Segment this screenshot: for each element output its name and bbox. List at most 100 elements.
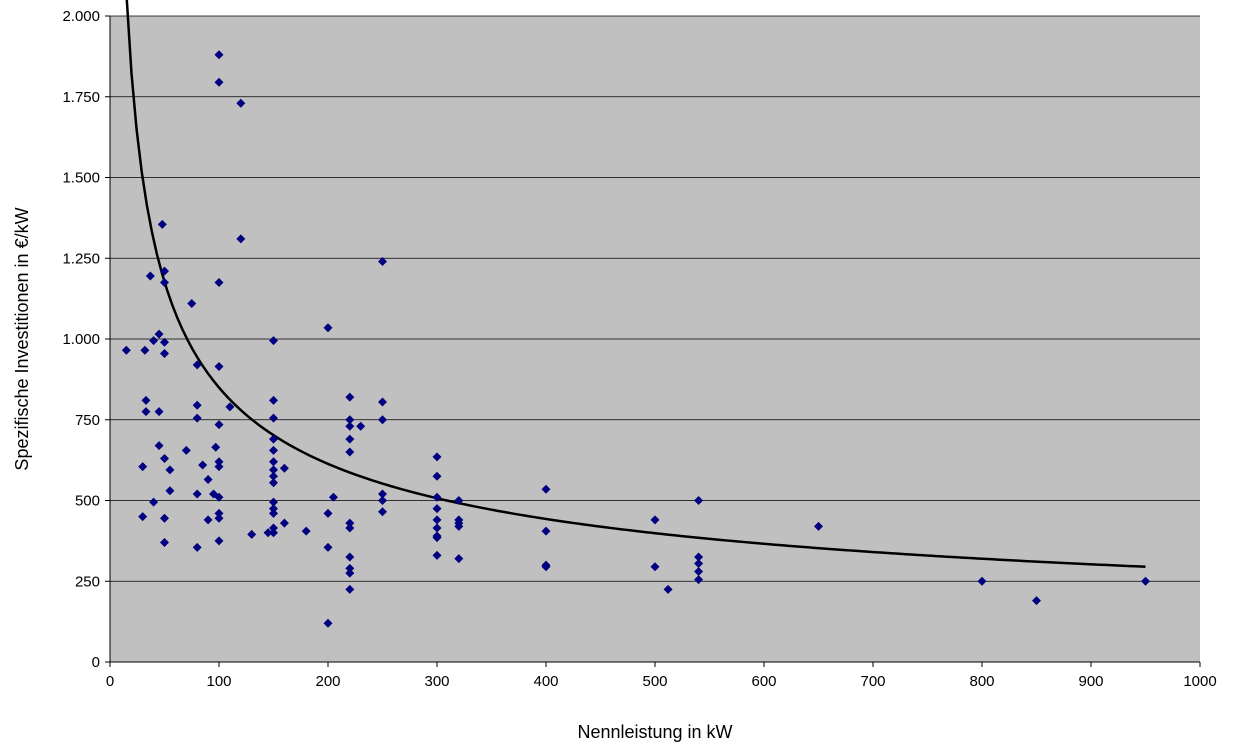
data-point xyxy=(269,523,278,533)
data-point xyxy=(328,492,338,502)
data-point xyxy=(141,395,151,405)
data-point xyxy=(1032,596,1041,606)
y-axis-title: Spezifische Investitionen in €/kW xyxy=(12,207,32,470)
data-point xyxy=(378,489,387,499)
data-point xyxy=(454,496,464,505)
data-point xyxy=(269,445,278,455)
data-point xyxy=(203,475,213,485)
data-point xyxy=(160,277,169,287)
data-point xyxy=(269,508,278,518)
x-tick-label: 400 xyxy=(533,673,558,690)
data-point xyxy=(160,349,169,359)
y-tick-label: 2.000 xyxy=(62,8,100,25)
data-point xyxy=(181,445,191,455)
data-point xyxy=(269,336,278,346)
data-point xyxy=(663,584,673,594)
trendline xyxy=(125,0,1146,568)
data-point xyxy=(378,256,387,266)
data-point xyxy=(323,508,333,518)
y-tick-label: 0 xyxy=(92,654,100,671)
data-point xyxy=(214,536,224,546)
data-point xyxy=(149,497,159,507)
data-point xyxy=(694,558,704,568)
data-point xyxy=(214,77,224,87)
x-tick-label: 1000 xyxy=(1183,673,1216,690)
data-point xyxy=(650,562,660,572)
data-point xyxy=(541,526,551,536)
data-point xyxy=(236,234,246,244)
data-point xyxy=(1141,576,1150,586)
data-point xyxy=(977,576,987,586)
data-point xyxy=(192,360,202,370)
data-point xyxy=(345,447,355,457)
y-tick-label: 1.500 xyxy=(62,170,100,187)
data-point xyxy=(269,413,278,423)
x-tick-label: 600 xyxy=(751,673,776,690)
data-point xyxy=(269,434,278,444)
data-point xyxy=(432,452,442,462)
data-point xyxy=(432,504,442,514)
data-point xyxy=(345,518,355,528)
data-point xyxy=(650,515,660,525)
data-point xyxy=(269,504,278,514)
trendline-group xyxy=(125,0,1146,568)
data-point xyxy=(211,442,221,452)
data-point xyxy=(214,50,224,60)
data-point xyxy=(269,528,278,538)
x-axis-ticks: 0 100 200 300 400 500 600 700 800 900 1000 xyxy=(106,662,1217,690)
data-point xyxy=(138,512,148,522)
data-point xyxy=(269,395,278,405)
data-point xyxy=(432,515,442,525)
data-point xyxy=(541,562,551,572)
data-point xyxy=(121,345,131,355)
y-tick-label: 250 xyxy=(75,573,100,590)
x-tick-label: 0 xyxy=(106,673,114,690)
y-tick-label: 1.750 xyxy=(62,89,100,106)
data-point xyxy=(225,402,235,412)
data-point xyxy=(214,508,224,518)
data-point xyxy=(214,277,224,287)
x-tick-label: 800 xyxy=(969,673,994,690)
data-point xyxy=(356,421,366,431)
x-axis-title: Nennleistung in kW xyxy=(577,722,732,742)
data-point xyxy=(454,554,464,564)
data-point xyxy=(214,457,224,467)
data-point xyxy=(378,507,387,517)
data-point xyxy=(263,528,273,538)
data-point xyxy=(378,496,387,505)
data-point xyxy=(345,563,355,573)
data-point xyxy=(345,584,355,594)
data-point xyxy=(157,219,167,229)
data-point xyxy=(323,618,333,628)
data-point xyxy=(345,552,355,562)
x-tick-label: 500 xyxy=(642,673,667,690)
data-point xyxy=(345,421,355,431)
data-point xyxy=(269,497,278,507)
data-point xyxy=(149,336,159,346)
x-tick-label: 900 xyxy=(1078,673,1103,690)
data-point xyxy=(160,337,169,347)
data-point xyxy=(145,271,155,281)
data-point xyxy=(345,415,355,425)
data-point xyxy=(432,523,442,533)
y-tick-label: 750 xyxy=(75,412,100,429)
data-point xyxy=(541,484,551,494)
x-tick-label: 200 xyxy=(315,673,340,690)
data-point xyxy=(160,266,169,276)
data-point xyxy=(141,407,151,417)
data-point xyxy=(345,434,355,444)
data-point xyxy=(378,415,387,425)
data-point xyxy=(236,98,246,108)
data-point xyxy=(432,492,442,502)
x-tick-label: 300 xyxy=(424,673,449,690)
data-point xyxy=(694,496,704,505)
data-point xyxy=(154,407,164,417)
data-point xyxy=(814,521,823,531)
data-points xyxy=(121,50,1150,628)
data-point xyxy=(345,568,355,578)
data-point xyxy=(214,492,224,502)
data-point xyxy=(694,575,704,585)
x-tick-label: 100 xyxy=(206,673,231,690)
data-point xyxy=(214,513,224,523)
data-point xyxy=(203,515,213,525)
